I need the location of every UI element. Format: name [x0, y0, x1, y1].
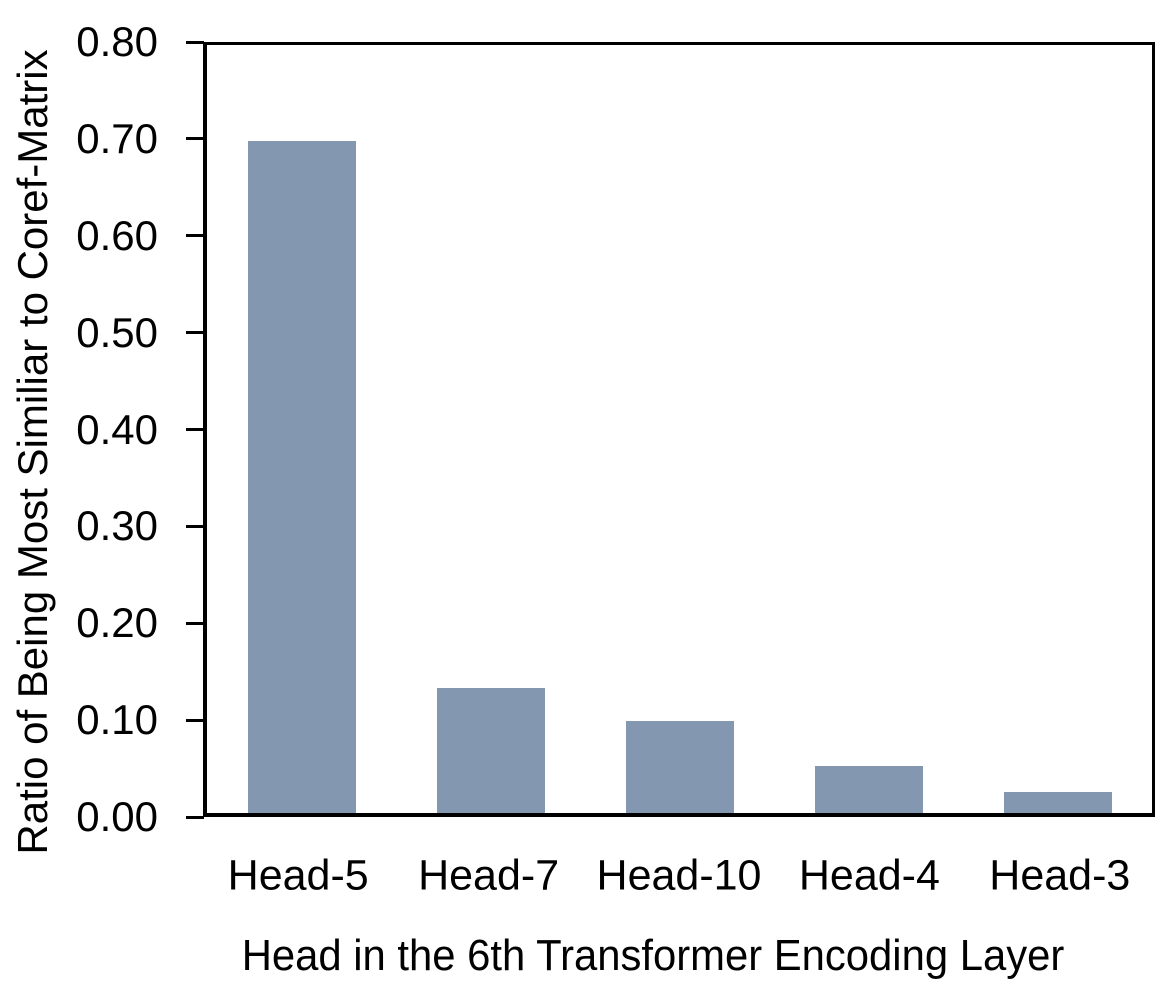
plot-area: [203, 42, 1155, 817]
x-category-label: Head-5: [227, 851, 369, 900]
bar-head-7: [436, 688, 545, 813]
x-axis-title: Head in the 6th Transformer Encoding Lay…: [241, 931, 1065, 980]
y-tick-label: 0.60: [76, 211, 158, 259]
y-tick-label: 0.70: [76, 114, 158, 162]
y-tick-mark: [186, 621, 204, 625]
bar-head-10: [625, 720, 734, 813]
x-category-label: Head-3: [989, 851, 1131, 900]
bar-head-5: [247, 141, 356, 813]
y-tick-label: 0.30: [76, 502, 158, 550]
y-tick-label: 0.80: [76, 18, 158, 65]
y-tick-label: 0.00: [76, 793, 158, 840]
y-tick-label: 0.50: [76, 308, 158, 356]
y-tick-mark: [186, 234, 204, 238]
y-tick-label: 0.20: [76, 599, 158, 647]
y-tick-mark: [186, 40, 204, 44]
x-category-label: Head-10: [596, 851, 762, 900]
y-tick-label: 0.10: [76, 696, 158, 744]
y-tick-mark: [186, 137, 204, 141]
bar-head-3: [1003, 791, 1112, 813]
bar-head-4: [814, 765, 923, 813]
y-tick-label: 0.40: [76, 405, 158, 453]
y-tick-mark: [186, 718, 204, 722]
x-category-label: Head-4: [798, 851, 940, 900]
y-tick-mark: [186, 815, 204, 819]
y-tick-mark: [186, 524, 204, 528]
x-category-label: Head-7: [418, 851, 560, 900]
y-tick-mark: [186, 331, 204, 335]
y-tick-mark: [186, 428, 204, 431]
